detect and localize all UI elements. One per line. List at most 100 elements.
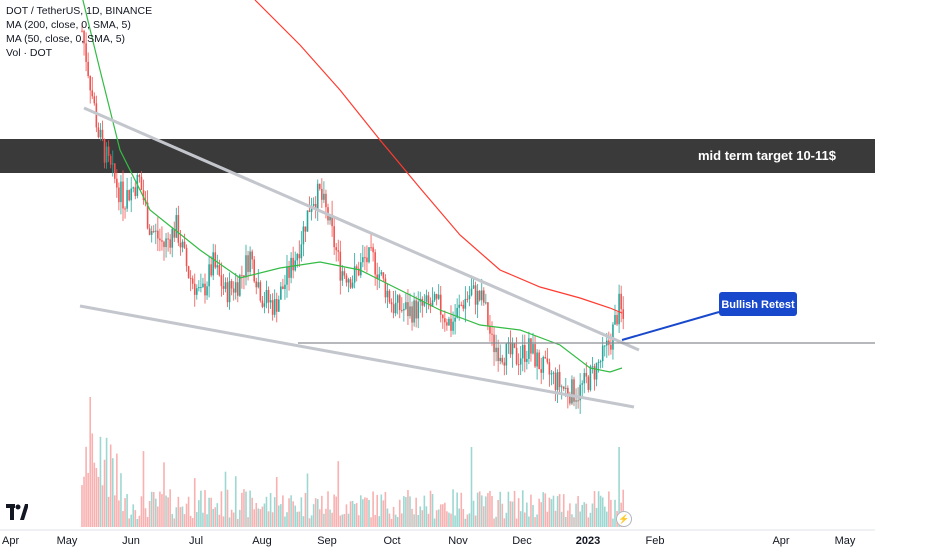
candle-body [150,231,153,235]
candle-body [118,187,120,203]
volume-bar [462,509,465,527]
upper-trendline[interactable] [83,106,640,352]
tradingview-logo[interactable] [6,504,28,521]
volume-bar [376,494,378,527]
candle-body [220,275,223,287]
ma50-line[interactable] [78,0,623,373]
candle-body [478,290,481,301]
legend-ma200[interactable]: MA (200, close, 0, SMA, 5) [6,19,131,31]
volume-bar [360,495,362,527]
candle-body [89,76,91,91]
volume-bar [83,476,85,527]
legend-volume[interactable]: Vol · DOT [6,47,53,59]
volume-bar [122,511,124,527]
candle-body [403,308,405,311]
lightning-icon[interactable]: ⚡ [616,511,632,527]
volume-bar [179,507,182,527]
volume-bar [413,514,415,527]
candle-body [392,304,395,314]
candle-body [601,345,604,362]
candle-body [396,295,399,303]
candle-body [241,275,243,277]
candle-body [460,304,463,306]
volume-bar [442,504,444,527]
volume-bar [603,506,606,527]
volume-bar [132,504,135,527]
volume-bar [159,491,161,527]
volume-bar [216,503,219,527]
volume-bar [372,491,374,527]
volume-bar [546,511,549,527]
candle-body [335,247,337,251]
candle-body [302,226,305,245]
candle-body [243,275,245,278]
candle-body [501,357,504,363]
candle-body [462,304,465,309]
volume-bar [109,444,112,527]
candle-body [83,30,85,44]
candle-body [505,343,508,366]
candle-body [485,302,487,304]
volume-bar [319,509,321,527]
volume-bar [489,490,491,527]
lower-trendline[interactable] [79,304,635,409]
candle-body [558,372,561,387]
volume-bar [337,461,340,527]
candle-body [458,304,460,308]
volume-bar [144,508,147,527]
volume-bar [497,499,499,527]
volume-bar [304,492,307,527]
candle-body [177,215,180,243]
volume-bar [396,516,399,527]
volume-bar [331,512,333,527]
volume-bar [491,495,493,527]
volume-bar [476,492,479,527]
volume-bar [152,492,155,527]
volume-bar [456,492,458,527]
candle-body [337,250,340,252]
target-zone-band[interactable] [0,139,875,173]
volume-bar [269,493,272,527]
price-scale-area[interactable] [875,0,932,530]
candle-body [126,190,128,209]
volume-bar [245,491,247,527]
candle-body [405,302,407,309]
volume-bar [202,512,204,527]
volume-bar [232,512,235,527]
candle-body [175,215,178,238]
legend-symbol[interactable]: DOT / TetherUS, 1D, BINANCE [6,5,153,17]
candle-body [353,266,356,283]
bullish-retest-callout[interactable] [719,292,797,316]
candle-body [232,288,235,293]
volume-bar [241,492,243,527]
candle-body [304,226,307,232]
candle-body [259,282,262,301]
chart-settings-corner[interactable] [876,532,932,550]
volume-bar [91,433,94,527]
volume-bar [589,512,592,527]
candle-body [87,61,89,77]
volume-bar [212,508,214,527]
volume-bar [267,511,270,527]
volume-bar [97,476,100,527]
volume-bar [437,509,440,527]
volume-bar [513,490,516,527]
volume-bar [282,495,284,527]
volume-bar [247,517,249,527]
volume-bar [556,496,559,527]
legend-ma50[interactable]: MA (50, close, 0, SMA, 5) [6,33,126,45]
candle-body [603,345,606,347]
candle-body [95,103,98,128]
volume-bar [230,509,233,527]
candle-body [544,357,547,359]
candle-body [599,361,602,363]
volume-bar [251,497,253,527]
ma200-line[interactable] [254,0,623,314]
volume-bar [357,515,360,527]
volume-bar [302,516,305,527]
candle-body [415,300,417,319]
candle-body [234,282,237,293]
volume-bar [610,499,612,527]
volume-bar [200,490,202,527]
